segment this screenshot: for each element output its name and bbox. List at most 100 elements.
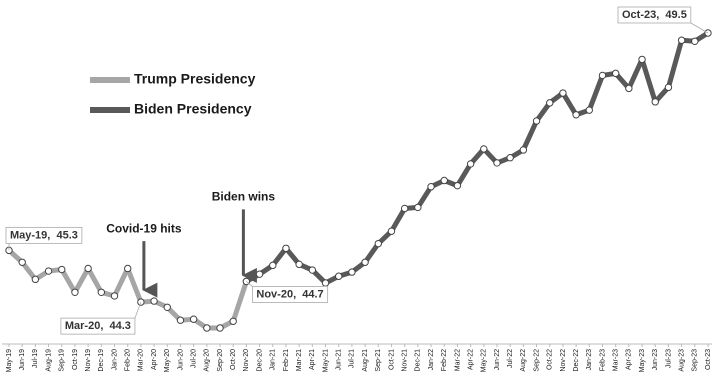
x-tick-label: Jan-21 xyxy=(270,349,277,371)
legend-label: Trump Presidency xyxy=(134,71,256,87)
x-tick-label: Dec-22 xyxy=(573,349,580,372)
x-tick-label: May-20 xyxy=(164,349,171,372)
x-tick-label: Jan-22 xyxy=(428,349,435,371)
point-marker xyxy=(532,117,541,125)
point-marker xyxy=(414,203,422,212)
x-tick-label: Jun-22 xyxy=(494,349,501,371)
x-tick-label: Mar-21 xyxy=(296,349,303,371)
x-tick-label: Jul-23 xyxy=(665,349,672,368)
x-tick-label: Oct-19 xyxy=(72,349,79,370)
x-tick-label: Nov-22 xyxy=(560,349,567,372)
point-marker xyxy=(335,272,343,280)
x-tick-label: Sep-21 xyxy=(375,349,382,372)
point-marker xyxy=(611,69,620,78)
x-tick-label: Sep-23 xyxy=(692,349,699,372)
x-tick-label: Sep-19 xyxy=(59,349,66,372)
point-marker xyxy=(625,84,633,93)
point-label: Oct-23, 49.5 xyxy=(622,9,687,21)
point-marker xyxy=(519,146,528,154)
point-label: Nov-20, 44.7 xyxy=(256,288,323,300)
x-tick-label: Jan-23 xyxy=(586,349,593,371)
point-marker xyxy=(691,37,699,45)
x-tick-label: Aug-19 xyxy=(45,349,52,372)
x-tick-label: Mar-20 xyxy=(138,349,145,371)
x-tick-label: Dec-21 xyxy=(415,349,422,372)
series-line xyxy=(245,30,710,286)
x-tick-label: Jul-20 xyxy=(190,349,197,368)
x-tick-label: Feb-22 xyxy=(441,349,448,371)
x-tick-label: May-23 xyxy=(639,349,646,372)
label-box xyxy=(60,317,136,335)
x-tick-label: Mar-23 xyxy=(613,349,620,371)
x-tick-label: Nov-21 xyxy=(402,349,409,372)
point-marker xyxy=(308,266,317,274)
x-tick-label: Sep-22 xyxy=(533,349,540,372)
point-marker xyxy=(58,265,66,274)
point-marker xyxy=(387,227,396,235)
point-marker xyxy=(400,204,409,213)
point-marker xyxy=(638,55,646,64)
x-tick-label: Aug-22 xyxy=(520,349,527,372)
point-marker xyxy=(44,267,53,275)
x-tick-label: Oct-20 xyxy=(230,349,237,370)
x-tick-label: Feb-21 xyxy=(283,349,290,371)
point-marker xyxy=(163,303,171,311)
x-tick-label: Oct-22 xyxy=(547,349,554,370)
point-marker xyxy=(480,145,488,153)
x-tick-label: Nov-20 xyxy=(243,349,250,372)
label-box xyxy=(5,226,83,244)
x-tick-label: Feb-20 xyxy=(125,349,132,371)
x-tick-label: Mar-22 xyxy=(454,349,461,371)
point-marker xyxy=(176,316,185,324)
point-marker xyxy=(295,260,303,269)
x-tick-label: Aug-23 xyxy=(678,349,685,372)
point-marker xyxy=(559,89,567,97)
point-marker xyxy=(585,106,594,114)
x-tick-label: Jan-20 xyxy=(111,349,118,371)
x-tick-label: Oct-21 xyxy=(388,349,395,370)
leader-line xyxy=(690,22,709,34)
point-marker xyxy=(321,279,330,287)
point-marker xyxy=(651,98,659,106)
point-label: May-19, 45.3 xyxy=(10,229,78,241)
point-marker xyxy=(374,239,382,248)
x-tick-label: Jul-19 xyxy=(32,349,39,368)
point-marker xyxy=(229,317,237,325)
x-tick-label: Aug-21 xyxy=(362,349,369,372)
point-marker xyxy=(97,288,106,296)
point-marker xyxy=(150,297,158,305)
x-tick-label: Dec-19 xyxy=(98,349,105,372)
point-marker xyxy=(427,183,435,191)
point-marker xyxy=(440,176,448,185)
x-tick-label: Feb-23 xyxy=(599,349,606,371)
point-marker xyxy=(598,71,607,80)
point-marker xyxy=(255,270,264,278)
point-marker xyxy=(71,288,79,296)
point-marker xyxy=(110,292,119,300)
x-tick-label: Sep-20 xyxy=(217,349,224,372)
point-marker xyxy=(453,181,462,190)
x-tick-label: May-19 xyxy=(6,349,13,372)
point-marker xyxy=(664,83,673,92)
point-marker xyxy=(546,99,554,107)
x-tick-label: Dec-20 xyxy=(256,349,263,372)
x-tick-label: May-22 xyxy=(481,349,488,372)
point-marker xyxy=(506,154,514,162)
point-marker xyxy=(361,258,369,266)
x-tick-label: Apr-21 xyxy=(309,349,316,370)
point-marker xyxy=(203,324,211,332)
annotation: Covid-19 hits xyxy=(106,221,182,235)
x-tick-label: Nov-19 xyxy=(85,349,92,372)
x-tick-label: Jun-21 xyxy=(336,349,343,371)
point-marker xyxy=(18,258,26,266)
series-line xyxy=(7,248,249,331)
point-marker xyxy=(466,160,475,168)
point-marker xyxy=(282,244,290,252)
x-tick-label: Apr-22 xyxy=(467,349,474,370)
x-tick-label: Jun-20 xyxy=(177,349,184,371)
point-marker xyxy=(572,111,580,119)
annotation: Biden wins xyxy=(212,190,276,204)
x-tick-label: Oct-23 xyxy=(705,349,712,370)
point-marker xyxy=(677,36,686,44)
